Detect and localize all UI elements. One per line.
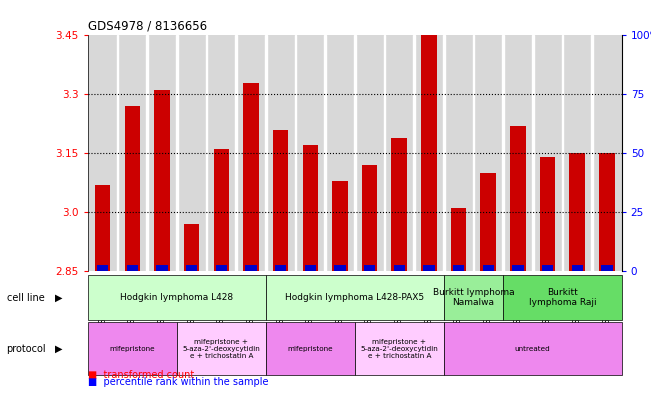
Bar: [266, 35, 296, 271]
Bar: [324, 35, 326, 271]
Bar: [303, 145, 318, 271]
Text: GDS4978 / 8136656: GDS4978 / 8136656: [88, 20, 207, 33]
Bar: [146, 35, 148, 271]
Bar: [332, 181, 348, 271]
Bar: [154, 90, 170, 271]
Bar: [562, 35, 592, 271]
Bar: [482, 264, 494, 271]
Text: ■  transformed count: ■ transformed count: [88, 371, 194, 380]
Bar: [206, 35, 236, 271]
Bar: [572, 264, 583, 271]
Bar: [245, 264, 256, 271]
Bar: [214, 149, 229, 271]
Bar: [601, 264, 613, 271]
Bar: [334, 264, 346, 271]
Bar: [118, 35, 147, 271]
Bar: [295, 35, 296, 271]
Bar: [88, 322, 177, 375]
Bar: [177, 322, 266, 375]
Bar: [512, 264, 523, 271]
Bar: [533, 35, 562, 271]
Bar: [383, 35, 385, 271]
Bar: [355, 35, 385, 271]
Bar: [591, 35, 593, 271]
Bar: [235, 35, 237, 271]
Text: cell line: cell line: [7, 293, 44, 303]
Bar: [444, 322, 622, 375]
Bar: [444, 35, 473, 271]
Bar: [296, 35, 325, 271]
Bar: [127, 264, 138, 271]
Bar: [354, 35, 355, 271]
Bar: [503, 35, 533, 271]
Bar: [305, 264, 316, 271]
Bar: [273, 130, 288, 271]
Bar: [385, 35, 414, 271]
Bar: [540, 157, 555, 271]
Text: ▶: ▶: [55, 293, 63, 303]
Bar: [275, 264, 286, 271]
Bar: [391, 138, 407, 271]
Bar: [88, 35, 118, 271]
Bar: [265, 35, 267, 271]
Bar: [186, 264, 197, 271]
Bar: [444, 275, 503, 320]
Bar: [325, 35, 355, 271]
Bar: [453, 264, 464, 271]
Bar: [473, 35, 475, 271]
Text: mifepristone: mifepristone: [288, 346, 333, 352]
Bar: [542, 264, 553, 271]
Bar: [362, 165, 378, 271]
Bar: [413, 35, 415, 271]
Bar: [117, 35, 118, 271]
Bar: [503, 275, 622, 320]
Bar: [570, 153, 585, 271]
Bar: [266, 275, 444, 320]
Bar: [480, 173, 496, 271]
Bar: [236, 35, 266, 271]
Bar: [184, 224, 199, 271]
Bar: [414, 35, 444, 271]
Bar: [421, 35, 437, 271]
Bar: [243, 83, 259, 271]
Bar: [88, 275, 266, 320]
Bar: [147, 35, 177, 271]
Bar: [443, 35, 445, 271]
Bar: [176, 35, 178, 271]
Bar: [364, 264, 376, 271]
Bar: [394, 264, 405, 271]
Bar: [510, 126, 526, 271]
Bar: [599, 153, 615, 271]
Text: untreated: untreated: [515, 346, 551, 352]
Bar: [156, 264, 168, 271]
Bar: [450, 208, 466, 271]
Bar: [124, 106, 140, 271]
Bar: [562, 35, 563, 271]
Text: Hodgkin lymphoma L428: Hodgkin lymphoma L428: [120, 293, 234, 302]
Bar: [206, 35, 208, 271]
Bar: [532, 35, 534, 271]
Text: mifepristone +
5-aza-2'-deoxycytidin
e + trichostatin A: mifepristone + 5-aza-2'-deoxycytidin e +…: [182, 339, 260, 359]
Text: ▶: ▶: [55, 344, 63, 354]
Bar: [423, 264, 435, 271]
Text: ■  percentile rank within the sample: ■ percentile rank within the sample: [88, 377, 268, 387]
Bar: [592, 35, 622, 271]
Text: Hodgkin lymphoma L428-PAX5: Hodgkin lymphoma L428-PAX5: [285, 293, 424, 302]
Bar: [355, 322, 444, 375]
Bar: [473, 35, 503, 271]
Bar: [266, 322, 355, 375]
Bar: [95, 185, 111, 271]
Text: Burkitt lymphoma
Namalwa: Burkitt lymphoma Namalwa: [433, 288, 514, 307]
Bar: [177, 35, 206, 271]
Text: mifepristone +
5-aza-2'-deoxycytidin
e + trichostatin A: mifepristone + 5-aza-2'-deoxycytidin e +…: [361, 339, 438, 359]
Text: Burkitt
lymphoma Raji: Burkitt lymphoma Raji: [529, 288, 596, 307]
Bar: [97, 264, 109, 271]
Bar: [502, 35, 504, 271]
Text: protocol: protocol: [7, 344, 46, 354]
Bar: [215, 264, 227, 271]
Text: mifepristone: mifepristone: [109, 346, 155, 352]
